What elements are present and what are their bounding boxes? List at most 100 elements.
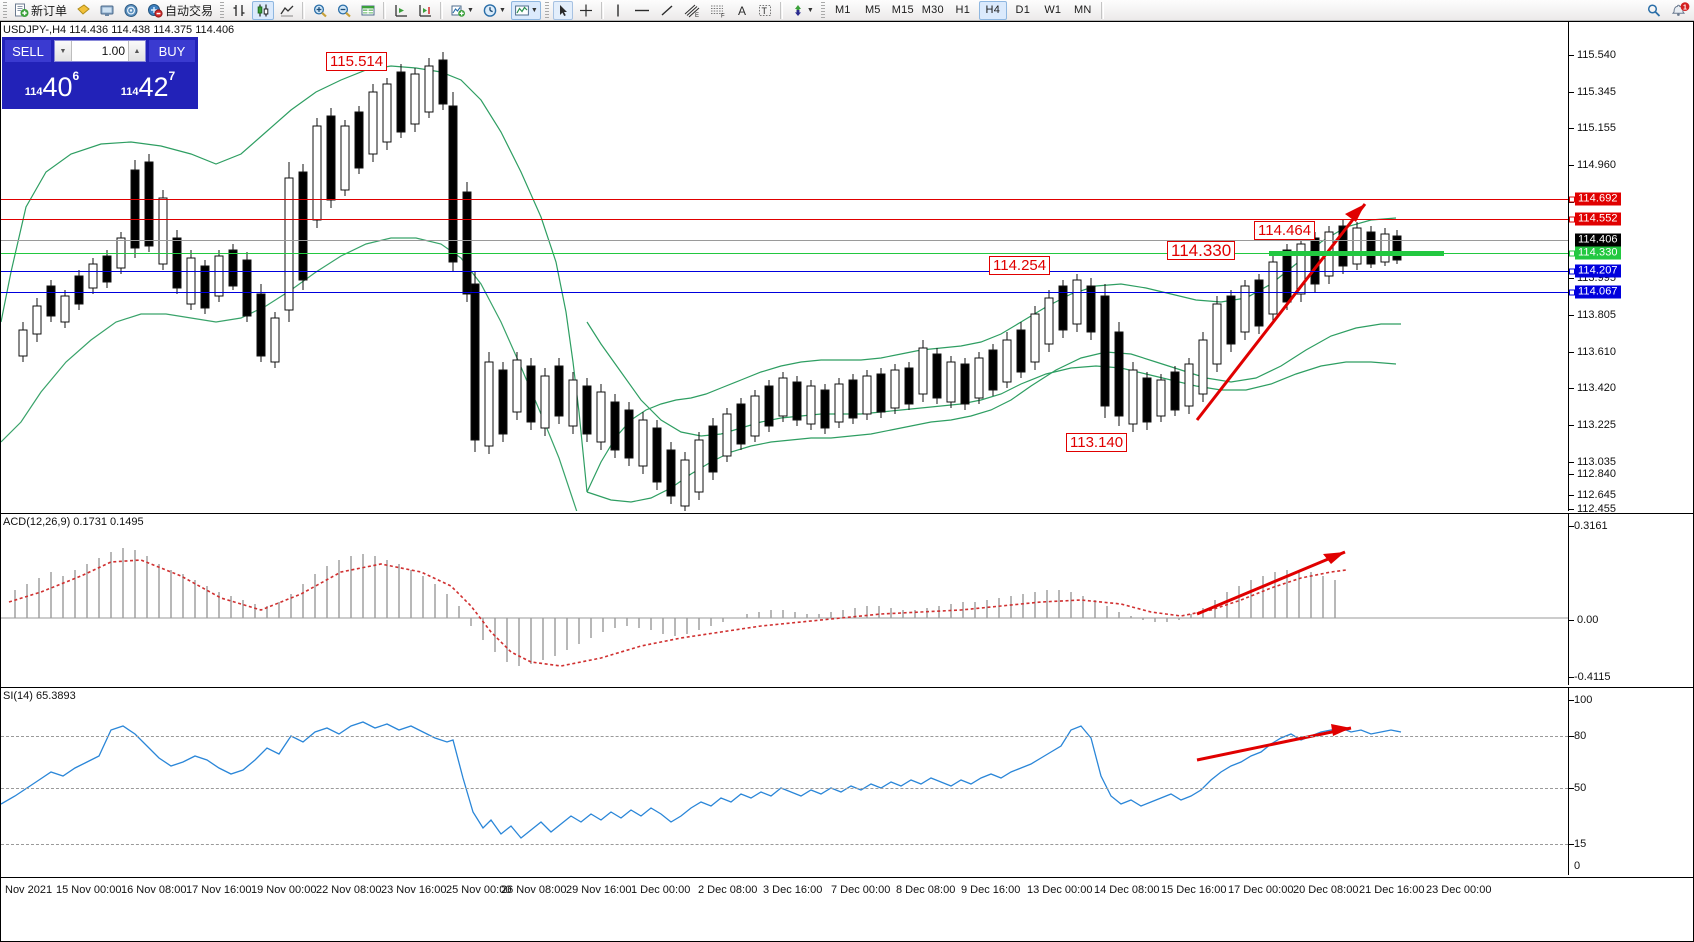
crosshair-tool-button[interactable] — [575, 1, 597, 20]
volume-input[interactable]: 1.00 — [101, 44, 125, 58]
buy-button[interactable]: BUY — [149, 40, 195, 62]
price-axis[interactable]: 115.540 115.345 115.155 114.960 114.770 … — [1568, 22, 1693, 515]
templates-button[interactable]: ▼ — [510, 0, 541, 20]
price-plot-area[interactable]: 115.514 112.545 114.254 114.330 114.464 … — [1, 22, 1568, 511]
auto-trading-button[interactable]: 自动交易 — [144, 1, 216, 20]
price-tag-value: 114.406 — [1578, 233, 1618, 246]
trendline-icon — [659, 3, 675, 18]
sell-price-quote[interactable]: 114 40 6 — [5, 65, 99, 102]
chart-shift-icon — [393, 3, 409, 18]
line-chart-icon — [279, 3, 295, 18]
macd-axis[interactable]: 0.3161 0.00 -0.4115 — [1568, 514, 1693, 685]
rsi-pane[interactable]: SI(14) 65.3893 100 80 50 — [1, 687, 1693, 875]
price-line-114067[interactable] — [1, 292, 1568, 293]
price-tag-114207[interactable]: 114.207 — [1569, 264, 1621, 278]
price-tag-114552[interactable]: 114.552 — [1569, 212, 1621, 226]
timeframe-m15[interactable]: M15 — [891, 4, 914, 16]
candlestick-chart-button[interactable] — [252, 0, 275, 20]
price-line-114692[interactable] — [1, 199, 1568, 200]
annotation-high-115514[interactable]: 115.514 — [326, 52, 388, 71]
toolbar-grip-4[interactable] — [820, 2, 825, 18]
arrows-caret-icon[interactable]: ▼ — [806, 6, 814, 14]
timeframe-m1[interactable]: M1 — [834, 4, 851, 16]
timeframe-h1[interactable]: H1 — [955, 4, 971, 16]
macd-plot-area[interactable] — [1, 514, 1568, 685]
data-window-button[interactable] — [357, 1, 379, 20]
timeframe-d1[interactable]: D1 — [1015, 4, 1031, 16]
rsi-chart-svg — [1, 721, 1402, 839]
toolbar-grip-2[interactable] — [220, 2, 225, 18]
equidistant-channel-button[interactable]: E — [680, 1, 704, 20]
price-tag-114330[interactable]: 114.330 — [1569, 246, 1621, 260]
fibonacci-button[interactable]: F — [706, 1, 730, 20]
price-tag-114692[interactable]: 114.692 — [1569, 192, 1621, 206]
timeframe-h4[interactable]: H4 — [978, 0, 1007, 20]
annotation-113140[interactable]: 113.140 — [1066, 433, 1128, 452]
timeframe-mn[interactable]: MN — [1074, 4, 1092, 16]
text-tool-button[interactable]: A — [732, 1, 752, 20]
arrows-button[interactable]: ▼ — [787, 1, 817, 20]
expert-advisor-button[interactable] — [72, 1, 94, 20]
trendline-button[interactable] — [656, 1, 678, 20]
timeframe-m5[interactable]: M5 — [864, 4, 881, 16]
toolbar-grip-3[interactable] — [544, 2, 549, 18]
sell-button[interactable]: SELL — [5, 40, 51, 62]
time-tick-12: 3 Dec 16:00 — [763, 884, 823, 896]
notifications-button[interactable]: 1 — [1667, 1, 1693, 20]
macd-pane[interactable]: ACD(12,26,9) 0.1731 0.1495 — [1, 513, 1693, 685]
price-pane[interactable]: USDJPY-,H4 114.436 114.438 114.375 114.4… — [1, 22, 1693, 515]
toolbar-separator-2 — [383, 1, 387, 19]
rsi-tick-0: 100 — [1574, 694, 1593, 706]
horizontal-line-button[interactable] — [630, 1, 654, 20]
indicators-caret-icon[interactable]: ▼ — [467, 6, 474, 14]
annotation-114464[interactable]: 114.464 — [1254, 221, 1316, 240]
rsi-line — [1, 721, 1402, 839]
price-line-114552[interactable] — [1, 219, 1568, 220]
rsi-plot-area[interactable] — [1, 688, 1568, 875]
period-button[interactable]: ▼ — [479, 1, 509, 20]
new-order-button[interactable]: 新订单 — [11, 1, 70, 20]
terminal-button[interactable] — [96, 1, 118, 20]
indicators-button[interactable]: ▼ — [447, 1, 477, 20]
svg-text:E: E — [695, 13, 699, 18]
annotation-114254[interactable]: 114.254 — [989, 256, 1051, 275]
templates-caret-icon[interactable]: ▼ — [530, 6, 538, 14]
rsi-level-80 — [1, 736, 1568, 737]
buy-price-fraction: 7 — [168, 69, 176, 83]
chart-window[interactable]: USDJPY-,H4 114.436 114.438 114.375 114.4… — [0, 21, 1694, 942]
price-line-114207[interactable] — [1, 271, 1568, 272]
chart-shift-button[interactable] — [390, 1, 412, 20]
auto-scroll-button[interactable] — [414, 1, 436, 20]
price-tag-value: 114.330 — [1578, 246, 1618, 259]
volume-increase-icon[interactable]: ▲ — [128, 41, 145, 61]
signals-button[interactable] — [120, 1, 142, 20]
annotation-114330[interactable]: 114.330 — [1167, 241, 1236, 260]
one-click-trading-panel[interactable]: SELL ▼ 1.00 ▲ BUY 114 40 6 114 42 7 — [2, 37, 198, 109]
line-chart-button[interactable] — [276, 1, 298, 20]
toolbar-grip[interactable] — [3, 2, 7, 18]
channel-icon: E — [683, 3, 701, 18]
rsi-axis[interactable]: 100 80 50 15 0 — [1568, 688, 1693, 875]
volume-decrease-icon[interactable]: ▼ — [55, 41, 72, 61]
time-tick-18: 15 Dec 16:00 — [1161, 884, 1227, 896]
search-button[interactable] — [1643, 1, 1665, 20]
price-line-114330[interactable] — [1, 253, 1568, 254]
timeframe-w1[interactable]: W1 — [1044, 4, 1062, 16]
bar-chart-button[interactable] — [228, 1, 250, 20]
text-label-button[interactable]: T — [754, 1, 776, 20]
zoom-out-button[interactable] — [333, 1, 355, 20]
volume-stepper[interactable]: ▼ 1.00 ▲ — [54, 40, 146, 62]
buy-price-quote[interactable]: 114 42 7 — [101, 65, 195, 102]
time-tick-13: 7 Dec 00:00 — [831, 884, 891, 896]
price-tag-value: 114.207 — [1578, 264, 1618, 277]
zoom-in-button[interactable] — [309, 1, 331, 20]
sell-price-big: 40 — [42, 72, 73, 102]
time-axis-labels: Nov 2021 15 Nov 00:00 16 Nov 08:00 17 No… — [1, 878, 1693, 901]
fibonacci-icon: F — [709, 3, 727, 18]
period-caret-icon[interactable]: ▼ — [498, 6, 506, 14]
price-tag-114067[interactable]: 114.067 — [1569, 285, 1621, 299]
timeframe-m30[interactable]: M30 — [921, 4, 944, 16]
cursor-tool-button[interactable] — [552, 0, 573, 20]
time-axis[interactable]: Nov 2021 15 Nov 00:00 16 Nov 08:00 17 No… — [1, 877, 1693, 901]
vertical-line-button[interactable] — [608, 1, 628, 20]
